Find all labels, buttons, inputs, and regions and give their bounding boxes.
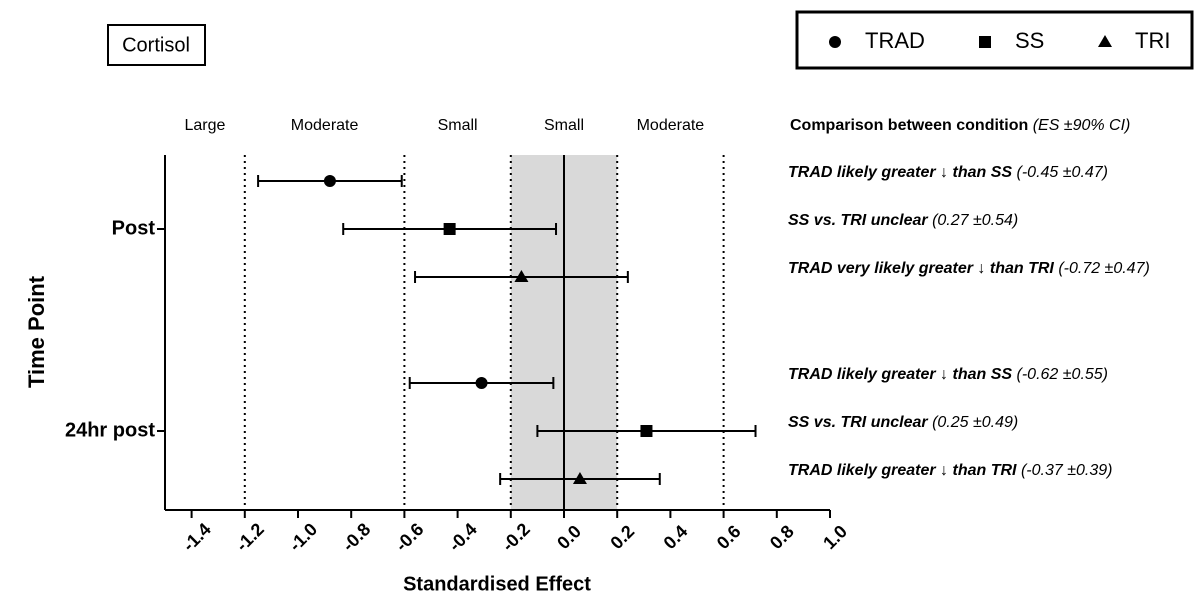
legend-marker [979, 36, 991, 48]
comparison-es: (-0.72 ±0.47) [1058, 260, 1150, 277]
legend-label: TRAD [865, 28, 925, 53]
point [640, 425, 653, 437]
zone-label: Moderate [637, 117, 705, 134]
comparison: TRAD very likely greater ↓ than TRI (-0.… [788, 260, 1150, 277]
y-tick-label: 24hr post [65, 419, 155, 441]
legend-marker [829, 36, 841, 48]
legend-label: TRI [1135, 28, 1170, 53]
title-box [107, 24, 206, 66]
comparison-text: TRAD likely greater ↓ than SS [788, 164, 1012, 181]
x-tick-label: -1.2 [232, 519, 268, 555]
comparison-header-text: Comparison between condition [790, 117, 1028, 134]
x-tick-label: 0.2 [606, 521, 638, 553]
comparison: TRAD likely greater ↓ than TRI (-0.37 ±0… [788, 462, 1112, 479]
zone-label: Large [184, 117, 225, 134]
point [572, 472, 587, 484]
comparison-text: SS vs. TRI unclear [788, 212, 928, 229]
comparison-text: SS vs. TRI unclear [788, 414, 928, 431]
legend-marker [1098, 35, 1112, 47]
comparison-text: TRAD likely greater ↓ than TRI [788, 462, 1017, 479]
x-tick-label: 0.8 [766, 521, 798, 553]
zone-label: Moderate [291, 117, 359, 134]
x-tick-label: -0.2 [498, 519, 534, 555]
point [443, 223, 456, 235]
point [475, 377, 488, 389]
legend-label: SS [1015, 28, 1044, 53]
comparison-es: (-0.45 ±0.47) [1017, 164, 1109, 181]
x-tick-label: 0.4 [660, 521, 692, 553]
y-tick-label: Post [112, 217, 156, 239]
comparison-es: (0.25 ±0.49) [932, 414, 1018, 431]
y-axis-label: Time Point [24, 275, 49, 388]
comparison-es: (-0.62 ±0.55) [1017, 366, 1109, 383]
comparison: TRAD likely greater ↓ than SS (-0.45 ±0.… [788, 164, 1108, 181]
comparison: SS vs. TRI unclear (0.27 ±0.54) [788, 212, 1018, 229]
zone-label: Small [544, 117, 584, 134]
x-tick-label: 0.6 [713, 521, 745, 553]
comparison-text: TRAD likely greater ↓ than SS [788, 366, 1012, 383]
x-tick-label: -0.4 [445, 519, 481, 555]
comparison-es: (0.27 ±0.54) [932, 212, 1018, 229]
comparison-header-note: (ES ±90% CI) [1033, 117, 1131, 134]
x-tick-label: -1.4 [179, 519, 215, 555]
point [323, 175, 336, 187]
x-tick-label: -1.0 [285, 519, 321, 555]
point [514, 270, 529, 282]
chart-title: Cortisol [122, 34, 190, 56]
x-tick-label: -0.8 [338, 519, 374, 555]
x-tick-label: -0.6 [391, 519, 427, 555]
comparison-es: (-0.37 ±0.39) [1021, 462, 1113, 479]
comparison-text: TRAD very likely greater ↓ than TRI [788, 260, 1054, 277]
x-tick-label: 0.0 [553, 521, 585, 553]
comparison-header: Comparison between condition (ES ±90% CI… [790, 117, 1130, 134]
x-axis-label: Standardised Effect [403, 573, 591, 595]
legend-box [795, 10, 1194, 70]
comparison: SS vs. TRI unclear (0.25 ±0.49) [788, 414, 1018, 431]
comparison: TRAD likely greater ↓ than SS (-0.62 ±0.… [788, 366, 1108, 383]
zone-label: Small [438, 117, 478, 134]
x-tick-label: 1.0 [819, 521, 851, 553]
